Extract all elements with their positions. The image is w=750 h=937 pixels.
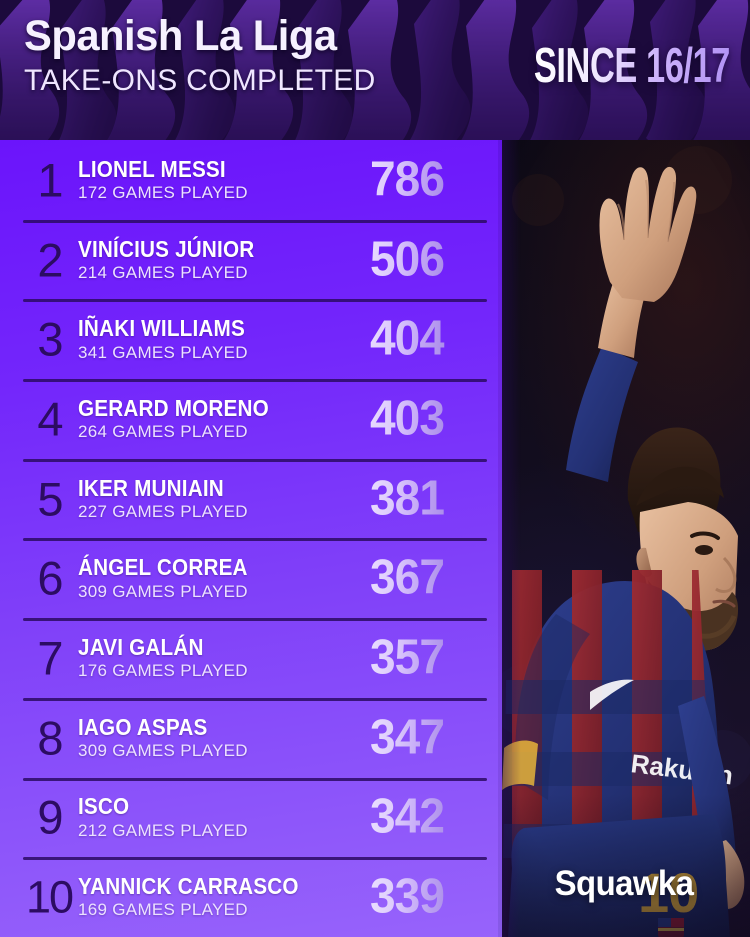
ranking-list: 1 LIONEL MESSI 172 GAMES PLAYED 786 2 VINÍCIU…: [0, 140, 498, 937]
take-ons-value: 786: [370, 152, 445, 207]
player-info: IKER MUNIAIN 227 GAMES PLAYED: [78, 474, 248, 522]
header-pattern-decoration: [0, 0, 750, 140]
messi-photo-illustration: Rakuten 10: [498, 146, 750, 937]
player-info: IAGO ASPAS 309 GAMES PLAYED: [78, 713, 248, 761]
take-ons-value: 404: [370, 311, 445, 366]
rank-number: 1: [37, 153, 63, 207]
player-info: GERARD MORENO 264 GAMES PLAYED: [78, 394, 290, 442]
rank-number: 6: [37, 551, 63, 605]
games-played-label: 212 GAMES PLAYED: [78, 820, 248, 840]
take-ons-value: 381: [370, 471, 445, 526]
page-subtitle: TAKE-ONS COMPLETED: [24, 64, 376, 98]
table-row[interactable]: 1 LIONEL MESSI 172 GAMES PLAYED 786: [0, 140, 498, 220]
player-name: JAVI GALÁN: [78, 633, 204, 660]
table-row[interactable]: 3 IÑAKI WILLIAMS 341 GAMES PLAYED 404: [0, 299, 498, 379]
table-row[interactable]: 7 JAVI GALÁN 176 GAMES PLAYED 357: [0, 618, 498, 698]
games-played-label: 227 GAMES PLAYED: [78, 501, 248, 521]
player-name: IAGO ASPAS: [78, 713, 208, 740]
player-info: ISCO 212 GAMES PLAYED: [78, 794, 248, 840]
player-info: IÑAKI WILLIAMS 341 GAMES PLAYED: [78, 316, 264, 362]
rank-number: 10: [25, 871, 74, 923]
player-name: IÑAKI WILLIAMS: [78, 315, 245, 342]
player-name: IKER MUNIAIN: [78, 474, 224, 501]
games-played-label: 176 GAMES PLAYED: [78, 661, 248, 681]
row-divider: [23, 697, 487, 701]
take-ons-value: 367: [370, 550, 445, 605]
rank-number: 2: [37, 233, 63, 287]
take-ons-value: 347: [370, 710, 445, 765]
page-title: Spanish La Liga: [24, 12, 337, 60]
games-played-label: 309 GAMES PLAYED: [78, 741, 248, 760]
row-divider: [23, 379, 487, 383]
take-ons-value: 342: [370, 789, 445, 844]
player-info: LIONEL MESSI 172 GAMES PLAYED: [78, 155, 248, 203]
player-name: ISCO: [78, 793, 130, 820]
header-text-group: Spanish La Liga TAKE-ONS COMPLETED: [24, 12, 376, 98]
table-row[interactable]: 2 VINÍCIUS JÚNIOR 214 GAMES PLAYED 506: [0, 219, 498, 300]
games-played-label: 341 GAMES PLAYED: [78, 342, 248, 362]
player-name: GERARD MORENO: [78, 394, 269, 421]
photo-left-edge-accent: [498, 140, 502, 937]
rank-number: 9: [37, 790, 63, 844]
table-row[interactable]: 6 ÁNGEL CORREA 309 GAMES PLAYED 367: [0, 538, 498, 618]
table-row[interactable]: 10 YANNICK CARRASCO 169 GAMES PLAYED 339: [0, 857, 498, 937]
player-info: ÁNGEL CORREA 309 GAMES PLAYED: [78, 555, 267, 601]
row-divider: [23, 538, 487, 542]
table-row[interactable]: 5 IKER MUNIAIN 227 GAMES PLAYED 381: [0, 458, 498, 539]
table-row[interactable]: 4 GERARD MORENO 264 GAMES PLAYED 403: [0, 379, 498, 459]
player-info: VINÍCIUS JÚNIOR 214 GAMES PLAYED: [78, 235, 274, 283]
table-row[interactable]: 8 IAGO ASPAS 309 GAMES PLAYED 347: [0, 697, 498, 778]
rank-number: 3: [37, 312, 63, 366]
header-banner: Spanish La Liga TAKE-ONS COMPLETED SINCE…: [0, 0, 750, 140]
games-played-label: 172 GAMES PLAYED: [78, 183, 248, 203]
player-name: VINÍCIUS JÚNIOR: [78, 235, 255, 262]
games-played-label: 214 GAMES PLAYED: [78, 262, 248, 282]
rank-number: 7: [37, 631, 63, 685]
player-info: YANNICK CARRASCO 169 GAMES PLAYED: [78, 874, 323, 920]
row-divider: [23, 458, 487, 462]
squawka-logo: Squawka: [554, 864, 694, 903]
player-name: YANNICK CARRASCO: [78, 873, 299, 899]
games-played-label: 264 GAMES PLAYED: [78, 422, 248, 442]
take-ons-value: 506: [370, 232, 445, 287]
take-ons-value: 357: [370, 630, 445, 685]
games-played-label: 169 GAMES PLAYED: [78, 900, 248, 920]
player-info: JAVI GALÁN 176 GAMES PLAYED: [78, 635, 248, 681]
rank-number: 8: [37, 711, 63, 765]
take-ons-value: 339: [370, 869, 445, 924]
row-divider: [23, 777, 487, 781]
player-name: LIONEL MESSI: [78, 155, 226, 182]
take-ons-value: 403: [370, 391, 445, 446]
games-played-label: 309 GAMES PLAYED: [78, 581, 248, 601]
rank-number: 4: [37, 392, 63, 446]
row-divider: [23, 618, 487, 622]
row-divider: [23, 219, 487, 223]
row-divider: [23, 857, 487, 861]
player-name: ÁNGEL CORREA: [78, 554, 248, 581]
rank-number: 5: [37, 472, 63, 526]
since-label: SINCE 16/17: [533, 39, 730, 93]
player-photo-panel: Rakuten 10 Squawka: [498, 140, 750, 937]
table-row[interactable]: 9 ISCO 212 GAMES PLAYED 342: [0, 777, 498, 858]
row-divider: [23, 299, 487, 303]
